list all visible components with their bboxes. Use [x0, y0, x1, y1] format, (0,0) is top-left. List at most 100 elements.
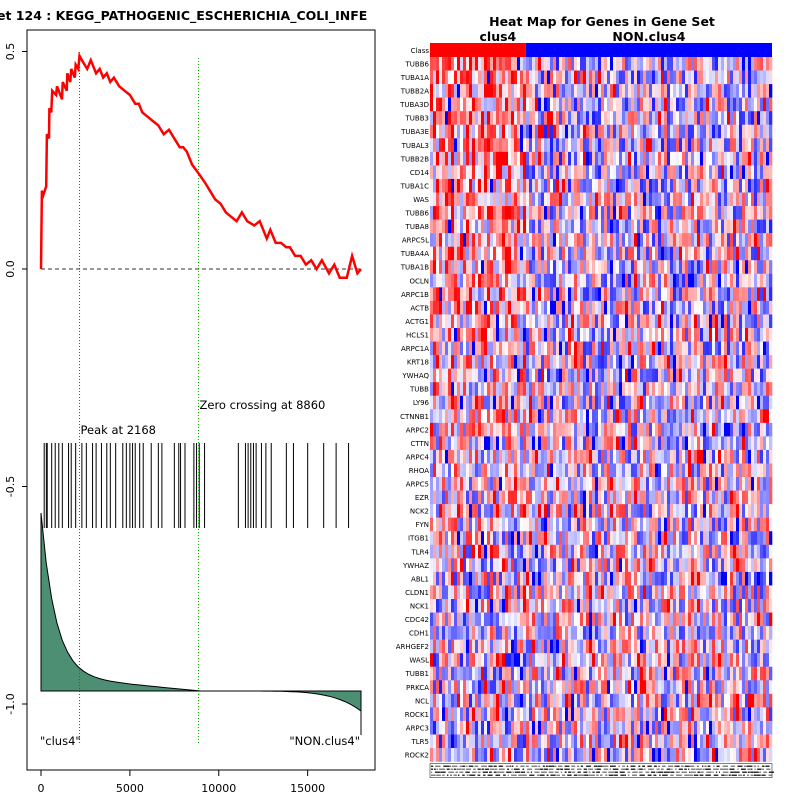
heatmap-cell	[748, 260, 752, 274]
heatmap-cell	[475, 504, 479, 518]
heatmap-cell	[553, 477, 557, 491]
heatmap-cell	[646, 192, 650, 207]
heatmap-cell	[589, 531, 593, 545]
heatmap-cell	[694, 57, 698, 71]
heatmap-cell	[652, 504, 656, 518]
heatmap-cell	[538, 355, 542, 369]
heatmap-cell	[766, 449, 770, 464]
heatmap-cell	[631, 504, 635, 518]
heatmap-cell	[700, 395, 704, 410]
heatmap-cell	[475, 477, 479, 491]
heatmap-cell	[601, 531, 605, 545]
heatmap-cell	[763, 273, 767, 288]
heatmap-cell	[709, 314, 713, 329]
heatmap-cell	[619, 531, 623, 545]
heatmap-cell	[697, 111, 701, 125]
heatmap-cell	[697, 151, 701, 166]
heatmap-cell	[481, 84, 485, 98]
heatmap-cell	[559, 449, 563, 464]
heatmap-cell	[568, 449, 572, 464]
heatmap-cell	[598, 70, 602, 85]
heatmap-cell	[679, 449, 683, 464]
heatmap-cell	[571, 206, 575, 220]
heatmap-cell	[436, 111, 440, 125]
heatmap-cell	[514, 57, 518, 71]
heatmap-cell	[463, 490, 467, 505]
heatmap-cell	[769, 273, 773, 288]
heatmap-cell	[730, 477, 734, 491]
heatmap-cell	[571, 165, 575, 180]
heatmap-cell	[715, 246, 719, 261]
heatmap-cell	[604, 558, 608, 573]
heatmap-cell	[757, 599, 761, 613]
heatmap-cell	[748, 314, 752, 329]
heatmap-cell	[436, 70, 440, 85]
heatmap-cell	[619, 490, 623, 505]
heatmap-cell	[511, 382, 515, 396]
heatmap-cell	[628, 355, 632, 369]
heatmap-cell	[589, 111, 593, 125]
heatmap-cell	[703, 273, 707, 288]
heatmap-cell	[541, 57, 545, 71]
heatmap-cell	[478, 355, 482, 369]
heatmap-cell	[586, 571, 590, 586]
heatmap-cell	[613, 124, 617, 139]
heatmap-cell	[691, 449, 695, 464]
heatmap-cell	[667, 409, 671, 424]
heatmap-cell	[676, 612, 680, 627]
heatmap-cell	[694, 382, 698, 396]
heatmap-cell	[442, 463, 446, 478]
heatmap-cell	[529, 504, 533, 518]
heatmap-cell	[565, 368, 569, 383]
heatmap-cell	[637, 449, 641, 464]
heatmap-cell	[439, 477, 443, 491]
heatmap-cell	[616, 124, 620, 139]
heatmap-cell	[517, 84, 521, 98]
heatmap-cell	[673, 151, 677, 166]
heatmap-cell	[703, 206, 707, 220]
heatmap-cell	[601, 97, 605, 112]
heatmap-cell	[664, 151, 668, 166]
heatmap-cell	[643, 219, 647, 234]
heatmap-cell	[448, 382, 452, 396]
heatmap-cell	[634, 463, 638, 478]
heatmap-cell	[709, 368, 713, 383]
heatmap-cell	[619, 409, 623, 424]
heatmap-cell	[550, 246, 554, 261]
heatmap-cell	[691, 612, 695, 627]
heatmap-cell	[433, 544, 437, 559]
heatmap-cell	[598, 138, 602, 153]
heatmap-cell	[679, 477, 683, 491]
heatmap-cell	[466, 368, 470, 383]
heatmap-cell	[664, 395, 668, 410]
heatmap-cell	[454, 355, 458, 369]
heatmap-cell	[763, 97, 767, 112]
heatmap-cell	[604, 287, 608, 302]
heatmap-cell	[490, 585, 494, 600]
heatmap-cell	[634, 273, 638, 288]
heatmap-cell	[619, 287, 623, 302]
heatmap-cell	[640, 260, 644, 274]
heatmap-cell	[682, 585, 686, 600]
heatmap-cell	[655, 585, 659, 600]
heatmap-cell	[712, 599, 716, 613]
heatmap-cell	[655, 57, 659, 71]
heatmap-cell	[583, 273, 587, 288]
heatmap-cell	[655, 558, 659, 573]
heatmap-cell	[712, 165, 716, 180]
heatmap-cell	[526, 626, 530, 640]
heatmap-cell	[520, 490, 524, 505]
heatmap-cell	[727, 246, 731, 261]
heatmap-cell	[703, 409, 707, 424]
heatmap-cell	[739, 124, 743, 139]
heatmap-cell	[442, 490, 446, 505]
heatmap-cell	[448, 477, 452, 491]
heatmap-cell	[751, 328, 755, 342]
heatmap-cell	[688, 368, 692, 383]
class-bar-clus4	[430, 43, 526, 57]
heatmap-cell	[685, 260, 689, 274]
heatmap-cell	[676, 409, 680, 424]
heatmap-cell	[595, 341, 599, 356]
heatmap-cell	[616, 531, 620, 545]
heatmap-cell	[631, 531, 635, 545]
